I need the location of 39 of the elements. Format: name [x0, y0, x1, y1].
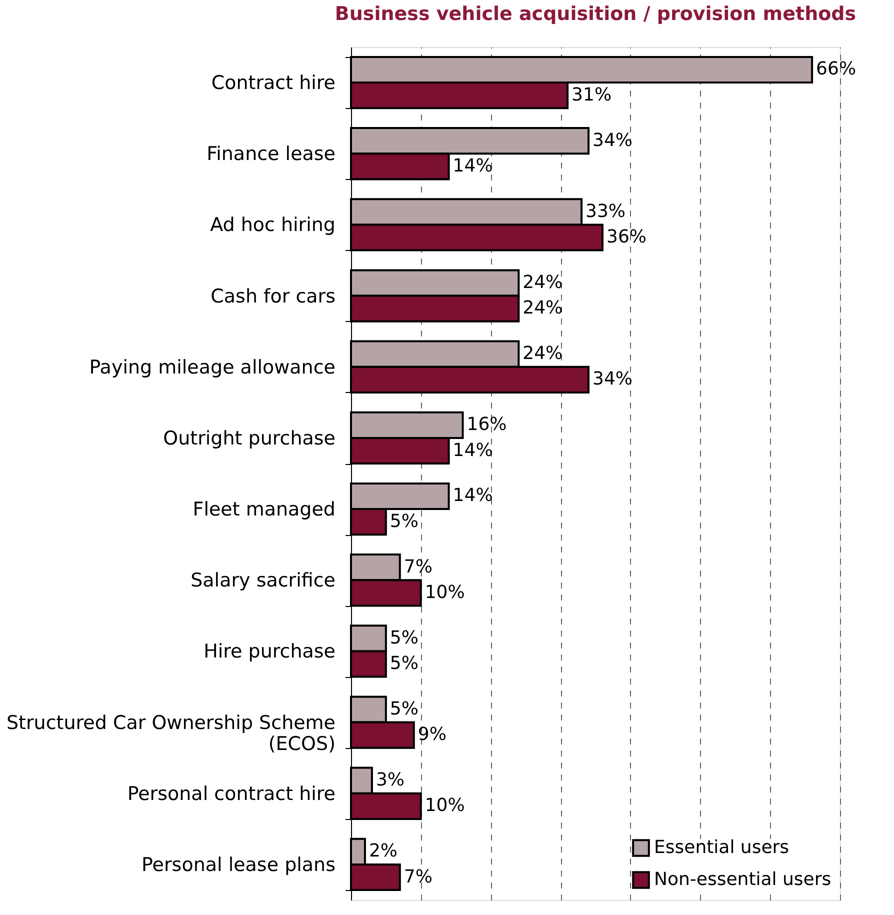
- y-tick-label: Paying mileage allowance: [89, 356, 336, 378]
- y-tick-label: Outright purchase: [163, 427, 336, 450]
- y-tick-label: Cash for cars: [210, 285, 336, 308]
- data-label: 16%: [466, 414, 507, 436]
- data-label: 36%: [606, 226, 646, 248]
- data-label: 5%: [390, 653, 418, 674]
- data-label: 5%: [390, 627, 418, 648]
- data-label: 5%: [390, 510, 418, 532]
- data-label: 66%: [816, 58, 856, 80]
- legend-label: Non-essential users: [654, 869, 832, 890]
- y-tick-label: Finance lease: [206, 143, 336, 166]
- data-label: 2%: [368, 840, 398, 862]
- data-label: 5%: [390, 698, 418, 720]
- data-label: 34%: [592, 130, 633, 151]
- y-tick-label: Fleet managed: [192, 498, 336, 521]
- data-label: 33%: [586, 200, 626, 222]
- y-tick-label: Personal lease plans: [142, 854, 336, 876]
- data-label: 10%: [424, 582, 465, 603]
- y-tick-label: Salary sacrifice: [190, 570, 336, 592]
- data-label: 10%: [424, 795, 465, 816]
- data-label: 3%: [376, 770, 405, 791]
- data-label: 7%: [404, 556, 432, 578]
- y-tick-label: Ad hoc hiring: [210, 214, 336, 236]
- data-label: 34%: [592, 368, 633, 390]
- data-label: 7%: [404, 866, 432, 888]
- data-label: 14%: [452, 440, 493, 461]
- y-tick-label: Structured Car Ownership Scheme (ECOS): [6, 712, 336, 755]
- data-label: 24%: [522, 298, 563, 319]
- data-label: 14%: [452, 485, 493, 506]
- data-label: 14%: [452, 155, 493, 176]
- y-tick-label: Contract hire: [211, 72, 336, 94]
- legend-label: Essential users: [654, 837, 790, 858]
- data-label: 24%: [522, 343, 563, 364]
- data-label: 31%: [572, 84, 612, 106]
- chart-title: Business vehicle acquisition / provision methods: [334, 3, 856, 25]
- y-tick-label: Hire purchase: [204, 640, 336, 663]
- data-label: 24%: [522, 272, 563, 293]
- data-label: 9%: [418, 724, 446, 746]
- y-tick-label: Personal contract hire: [127, 782, 336, 805]
